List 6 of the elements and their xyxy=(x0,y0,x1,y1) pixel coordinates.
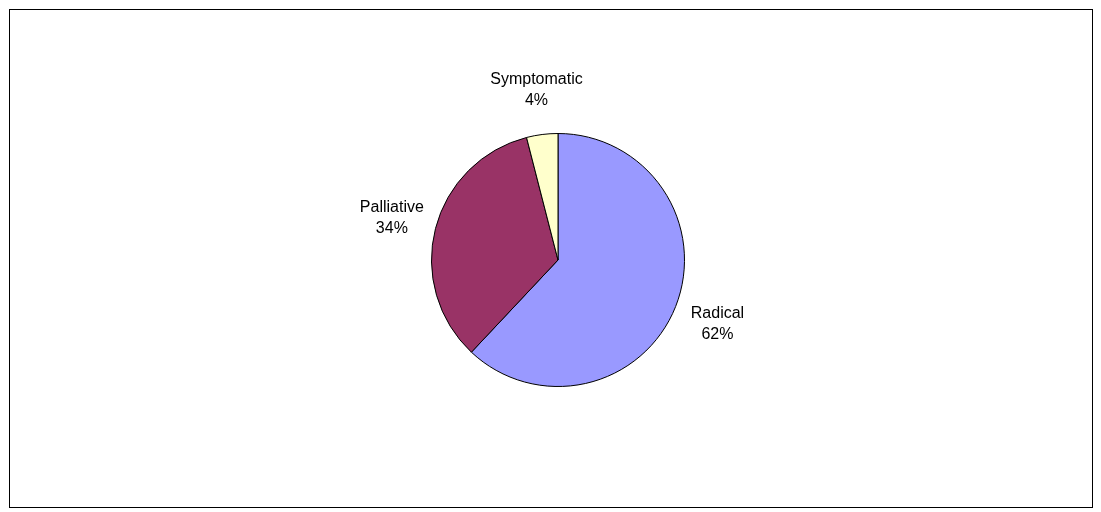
slice-label: Radical xyxy=(690,303,745,321)
data-label: 4% xyxy=(524,91,549,109)
data-label: 62% xyxy=(701,324,734,342)
slice-label: Symptomatic xyxy=(490,70,583,88)
slice-label: Palliative xyxy=(359,197,425,215)
data-label: 34% xyxy=(375,218,408,236)
